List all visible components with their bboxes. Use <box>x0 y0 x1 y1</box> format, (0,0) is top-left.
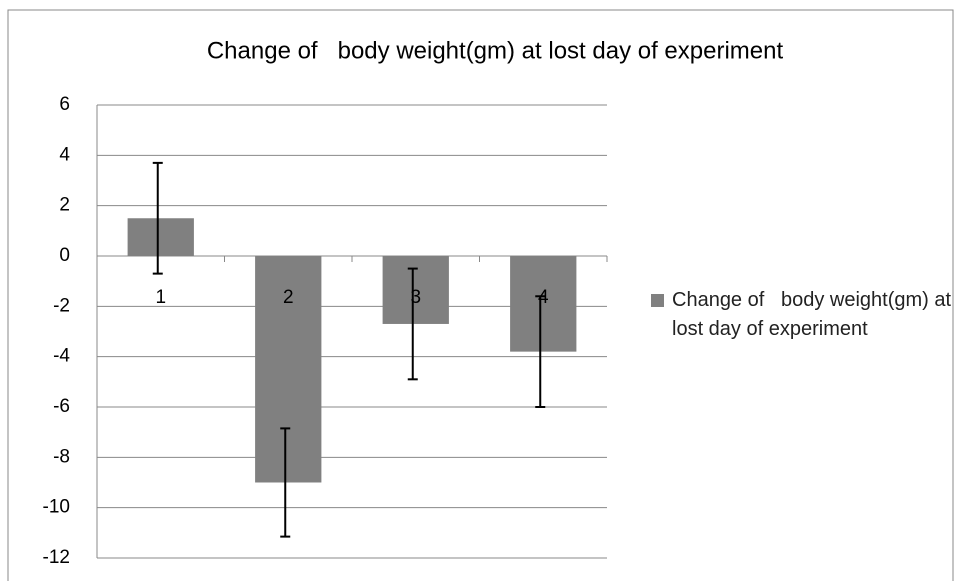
y-tick-label: -8 <box>53 446 70 467</box>
bar <box>255 256 322 483</box>
legend-swatch <box>651 294 664 307</box>
y-tick-label: -4 <box>53 346 70 367</box>
chart-title: Change of body weight(gm) at lost day of… <box>207 37 784 64</box>
bar <box>382 256 449 324</box>
y-tick-label: 0 <box>59 245 70 266</box>
x-tick-label: 2 <box>283 287 294 308</box>
x-tick-label: 3 <box>410 287 421 308</box>
legend-label: Change of body weight(gm) at lost day of… <box>672 289 957 340</box>
y-tick-label: 4 <box>59 144 70 165</box>
bar <box>127 218 194 256</box>
x-tick-label: 1 <box>155 287 166 308</box>
y-tick-label: -2 <box>53 295 70 316</box>
y-tick-label: -10 <box>43 497 70 518</box>
y-tick-label: 6 <box>59 94 70 115</box>
bar <box>510 256 577 352</box>
y-tick-label: 2 <box>59 195 70 216</box>
x-tick-label: 4 <box>538 287 549 308</box>
y-tick-label: -6 <box>53 396 70 417</box>
y-tick-label: -12 <box>43 547 70 568</box>
